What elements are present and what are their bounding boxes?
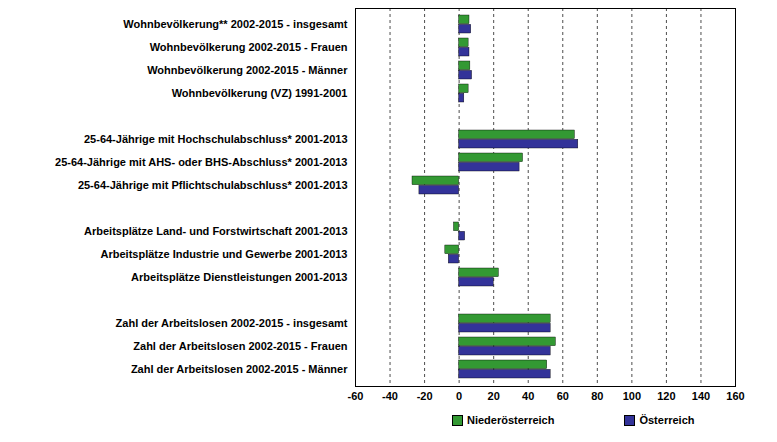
- svg-text:25-64-Jährige mit AHS- oder BH: 25-64-Jährige mit AHS- oder BHS-Abschlus…: [55, 156, 347, 168]
- svg-text:20: 20: [488, 390, 500, 402]
- svg-text:Zahl der Arbeitslosen 2002-201: Zahl der Arbeitslosen 2002-2015 - Frauen: [133, 340, 347, 352]
- svg-text:Wohnbevölkerung 2002-2015 - Fr: Wohnbevölkerung 2002-2015 - Frauen: [150, 41, 348, 53]
- svg-text:160: 160: [726, 390, 744, 402]
- svg-text:Wohnbevölkerung (VZ) 1991-2001: Wohnbevölkerung (VZ) 1991-2001: [172, 87, 348, 99]
- svg-text:140: 140: [692, 390, 710, 402]
- svg-text:0: 0: [456, 390, 462, 402]
- svg-text:Arbeitsplätze Dienstleistungen: Arbeitsplätze Dienstleistungen 2001-2013: [131, 271, 347, 283]
- svg-text:120: 120: [657, 390, 675, 402]
- svg-text:-60: -60: [348, 390, 364, 402]
- svg-text:25-64-Jährige mit Hochschulabs: 25-64-Jährige mit Hochschulabschluss* 20…: [84, 133, 348, 145]
- svg-text:80: 80: [591, 390, 603, 402]
- html-text:Österreich: Österreich: [639, 414, 695, 426]
- svg-text:Arbeitsplätze Land- und Forstw: Arbeitsplätze Land- und Forstwirtschaft …: [84, 225, 347, 237]
- svg-text:Arbeitsplätze Industrie und Ge: Arbeitsplätze Industrie und Gewerbe 2001…: [101, 248, 348, 260]
- svg-text:-40: -40: [382, 390, 398, 402]
- svg-text:-20: -20: [417, 390, 433, 402]
- svg-text:40: 40: [522, 390, 534, 402]
- svg-text:60: 60: [557, 390, 569, 402]
- svg-text:Wohnbevölkerung 2002-2015 - Mä: Wohnbevölkerung 2002-2015 - Männer: [147, 64, 348, 76]
- svg-text:Wohnbevölkerung** 2002-2015 -: Wohnbevölkerung** 2002-2015 - insgesamt: [123, 18, 347, 30]
- html-text:Niederösterreich: Niederösterreich: [467, 414, 555, 426]
- svg-text:100: 100: [623, 390, 641, 402]
- svg-text:25-64-Jährige mit Pflichtschul: 25-64-Jährige mit Pflichtschulabschluss*…: [78, 179, 348, 191]
- svg-text:Zahl der Arbeitslosen 2002-201: Zahl der Arbeitslosen 2002-2015 - insges…: [116, 317, 348, 329]
- svg-text:Zahl der Arbeitslosen 2002-201: Zahl der Arbeitslosen 2002-2015 - Männer: [131, 363, 348, 375]
